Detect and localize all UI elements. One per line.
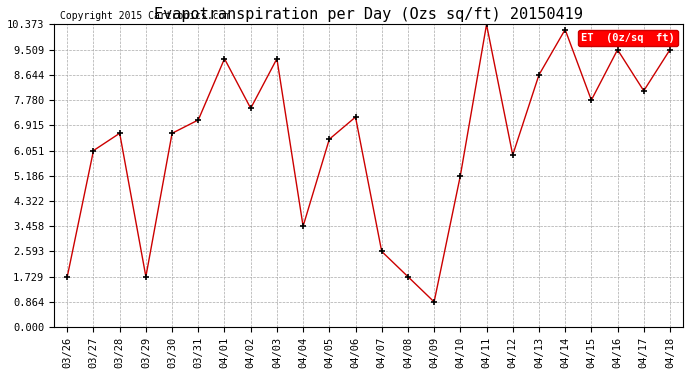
Legend: ET  (0z/sq  ft): ET (0z/sq ft) xyxy=(578,30,678,46)
Title: Evapotranspiration per Day (Ozs sq/ft) 20150419: Evapotranspiration per Day (Ozs sq/ft) 2… xyxy=(154,7,583,22)
Text: Copyright 2015 Cartronics.com: Copyright 2015 Cartronics.com xyxy=(61,12,231,21)
